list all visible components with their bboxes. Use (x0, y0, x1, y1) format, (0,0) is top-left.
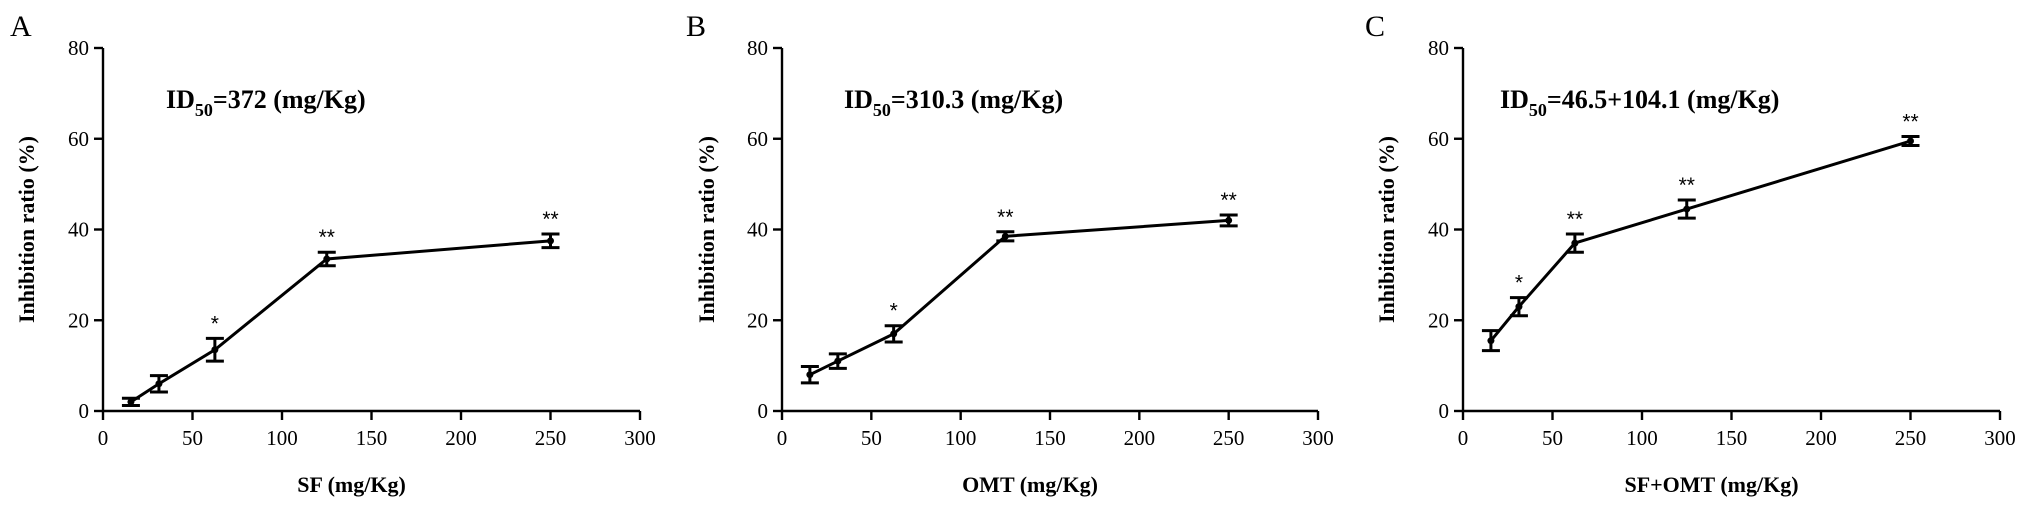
significance-marker: * (1515, 272, 1523, 295)
data-point (323, 255, 331, 263)
significance-marker: * (211, 312, 219, 335)
x-tick-label: 50 (182, 426, 203, 450)
x-tick-label: 250 (1213, 426, 1245, 450)
x-tick-label: 50 (861, 426, 882, 450)
y-tick-label: 20 (68, 308, 89, 332)
x-tick-label: 100 (945, 426, 977, 450)
id50-prefix: ID (166, 85, 195, 114)
id50-annotation: ID50=310.3 (mg/Kg) (844, 85, 1063, 120)
series-line (130, 239, 551, 404)
panel-label: A (10, 10, 32, 43)
x-tick-label: 50 (1542, 426, 1563, 450)
id50-prefix: ID (844, 85, 873, 114)
x-axis-label: SF+OMT (mg/Kg) (1624, 472, 1798, 497)
y-tick-label: 20 (1428, 308, 1449, 332)
y-tick-label: 80 (68, 36, 89, 60)
data-point (1001, 232, 1009, 240)
x-tick-label: 300 (1984, 426, 2016, 450)
panel-c: C 0 20 40 60 80 0 50 100 150 200 250 300 SF+OMT (mg/K… (1365, 10, 2016, 497)
panel-label: C (1365, 10, 1385, 43)
y-axis-label: Inhibition ratio (%) (14, 136, 39, 323)
y-tick-label: 0 (758, 399, 769, 423)
x-tick-label: 250 (1895, 426, 1927, 450)
panel-b: B 0 20 40 60 80 0 50 100 150 200 250 300 OMT (mg/Kg) I… (686, 10, 1334, 497)
y-tick-label: 40 (747, 218, 768, 242)
x-tick-label: 0 (98, 426, 109, 450)
panel-a: A 0 20 40 60 80 0 50 100 150 200 250 300 SF (mg/Kg) In… (10, 10, 656, 497)
data-point (1487, 337, 1495, 345)
data-point (890, 330, 898, 338)
data-point (211, 346, 219, 354)
y-tick-label: 0 (79, 399, 90, 423)
y-axis-label: Inhibition ratio (%) (694, 136, 719, 323)
series-line (809, 218, 1229, 377)
x-tick-label: 0 (777, 426, 788, 450)
id50-value: =46.5+104.1 (mg/Kg) (1547, 85, 1780, 114)
x-tick-label: 100 (266, 426, 298, 450)
id50-subscript: 50 (195, 100, 213, 120)
x-axis-label: OMT (mg/Kg) (962, 472, 1098, 497)
x-tick-label: 150 (356, 426, 388, 450)
data-point (1571, 239, 1579, 247)
significance-marker: ** (1567, 208, 1583, 231)
id50-annotation: ID50=372 (mg/Kg) (166, 85, 366, 120)
id50-annotation: ID50=46.5+104.1 (mg/Kg) (1500, 85, 1779, 120)
x-tick-label: 250 (535, 426, 567, 450)
data-point (547, 237, 554, 245)
y-tick-label: 60 (68, 127, 89, 151)
data-point (1515, 303, 1523, 311)
x-axis-label: SF (mg/Kg) (297, 472, 406, 497)
y-tick-label: 80 (1428, 36, 1449, 60)
data-point (127, 398, 135, 406)
y-tick-label: 40 (68, 218, 89, 242)
significance-marker: * (890, 300, 898, 323)
x-tick-label: 200 (445, 426, 477, 450)
data-point (1683, 205, 1691, 213)
significance-marker: ** (319, 226, 335, 249)
id50-subscript: 50 (1529, 100, 1547, 120)
panel-label: B (686, 10, 706, 43)
x-tick-label: 0 (1458, 426, 1469, 450)
data-point (155, 380, 163, 388)
data-point (1907, 137, 1914, 145)
y-tick-label: 0 (1439, 399, 1450, 423)
y-tick-label: 80 (747, 36, 768, 60)
x-tick-label: 300 (624, 426, 656, 450)
data-point (806, 371, 814, 379)
id50-value: =372 (mg/Kg) (213, 85, 366, 114)
x-tick-label: 200 (1805, 426, 1837, 450)
x-tick-label: 100 (1626, 426, 1658, 450)
x-tick-label: 150 (1034, 426, 1066, 450)
x-tick-label: 300 (1302, 426, 1334, 450)
series-line (1489, 139, 1911, 342)
y-axis-label: Inhibition ratio (%) (1374, 136, 1399, 323)
id50-prefix: ID (1500, 85, 1529, 114)
y-tick-label: 40 (1428, 218, 1449, 242)
y-tick-label: 60 (747, 127, 768, 151)
y-tick-label: 60 (1428, 127, 1449, 151)
significance-marker: ** (1679, 174, 1695, 197)
data-point (1225, 216, 1233, 224)
y-tick-label: 20 (747, 308, 768, 332)
x-tick-label: 150 (1716, 426, 1748, 450)
id50-value: =310.3 (mg/Kg) (891, 85, 1063, 114)
significance-marker: ** (1220, 189, 1236, 212)
x-tick-label: 200 (1124, 426, 1156, 450)
significance-marker: ** (1902, 110, 1918, 133)
significance-marker: ** (542, 208, 558, 231)
significance-marker: ** (997, 206, 1013, 229)
id50-subscript: 50 (873, 100, 891, 120)
data-point (834, 357, 842, 365)
